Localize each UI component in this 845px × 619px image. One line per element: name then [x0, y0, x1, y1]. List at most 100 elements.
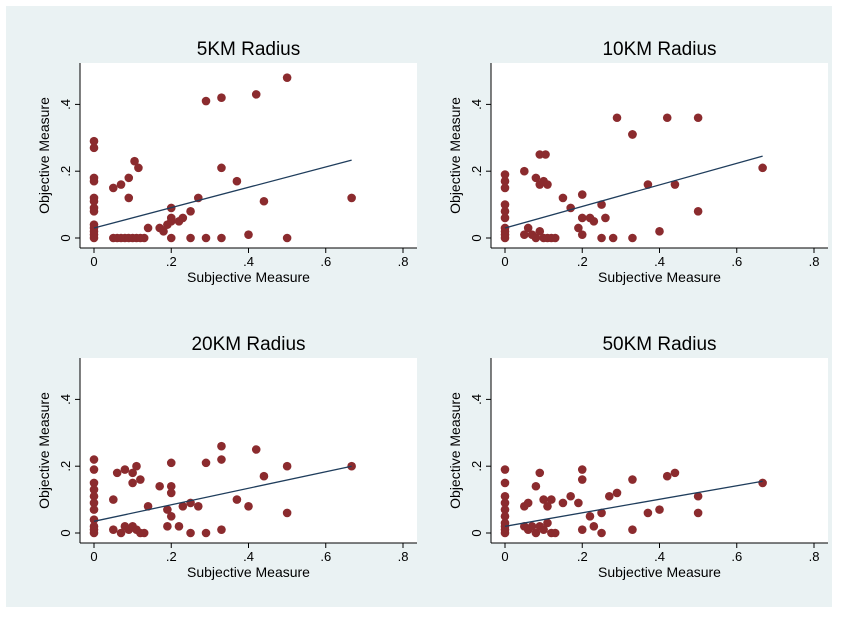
data-point [500, 512, 510, 521]
data-point [282, 73, 292, 82]
data-point [166, 481, 176, 491]
data-point [500, 498, 510, 508]
data-point [608, 233, 618, 243]
data-point [134, 163, 143, 173]
data-point [259, 471, 269, 481]
data-point [543, 501, 552, 511]
data-point [166, 233, 176, 243]
x-tick-label: .8 [398, 254, 409, 269]
data-point [500, 213, 510, 223]
data-point [539, 525, 548, 534]
data-point [89, 136, 99, 146]
data-point [758, 478, 767, 488]
data-point [116, 180, 126, 189]
data-point [124, 193, 134, 203]
data-point [166, 458, 176, 468]
data-point [604, 491, 614, 501]
data-point [89, 498, 99, 508]
x-tick-label: .2 [166, 254, 177, 269]
data-point [89, 491, 99, 501]
data-point [531, 481, 541, 491]
x-tick-label: .8 [809, 549, 820, 564]
data-point [128, 478, 137, 488]
figure-background: 5KM Radius 0.2.4.6.8 0.2.4 Subjective Measu… [6, 6, 832, 607]
data-point [109, 183, 118, 193]
data-point [500, 200, 510, 209]
plot-area [80, 63, 417, 248]
data-point [112, 468, 122, 478]
data-point [251, 445, 261, 454]
data-point [201, 233, 211, 243]
data-point [531, 528, 541, 538]
data-point [541, 150, 550, 159]
data-point [89, 233, 99, 243]
data-point [500, 505, 510, 514]
data-point [120, 465, 130, 474]
data-point [693, 508, 703, 518]
y-tick-label: .2 [58, 461, 73, 472]
x-tick-label: .2 [577, 549, 588, 564]
fit-line [93, 465, 352, 522]
data-point [628, 233, 637, 243]
data-point [178, 213, 188, 223]
data-point [347, 193, 356, 203]
data-point [124, 173, 134, 183]
data-point [520, 166, 529, 176]
data-point [643, 180, 653, 189]
data-point [577, 525, 587, 534]
x-axis-label: Subjective Measure [187, 269, 310, 285]
y-tick-label: .2 [469, 166, 484, 177]
x-tick-label: 0 [501, 549, 508, 564]
data-point [186, 206, 195, 216]
data-point [259, 196, 269, 206]
data-point [89, 176, 99, 186]
data-point [577, 213, 587, 223]
data-point [535, 227, 545, 236]
data-point [159, 227, 168, 236]
data-point [597, 200, 606, 209]
data-point [500, 478, 510, 488]
data-point [201, 96, 211, 106]
x-axis-label: Subjective Measure [187, 564, 310, 580]
data-point [523, 498, 533, 508]
data-point [500, 233, 510, 243]
data-point [670, 180, 680, 189]
x-tick-label: .2 [166, 549, 177, 564]
data-point [500, 170, 510, 179]
data-point [543, 180, 552, 189]
data-point [232, 495, 242, 504]
data-point [589, 522, 599, 531]
data-point [201, 458, 211, 468]
data-point [178, 501, 188, 511]
data-point [166, 512, 176, 521]
data-point [500, 528, 510, 538]
data-point [655, 505, 664, 514]
data-point [217, 525, 226, 534]
data-point [139, 233, 149, 243]
x-axis-label: Subjective Measure [598, 564, 721, 580]
data-point [174, 522, 184, 531]
x-tick-label: .4 [654, 549, 665, 564]
data-point [186, 528, 195, 538]
plot-area [80, 358, 417, 543]
data-point [558, 193, 568, 203]
panel-title: 10KM Radius [602, 39, 716, 60]
data-point [217, 93, 226, 103]
panel-title: 5KM Radius [197, 39, 301, 60]
data-point [655, 227, 664, 236]
data-point [589, 217, 599, 226]
data-point [232, 176, 242, 186]
x-tick-label: .8 [809, 254, 820, 269]
data-point [628, 475, 637, 484]
data-point [143, 223, 153, 233]
data-point [251, 90, 261, 99]
data-point [500, 491, 510, 501]
x-tick-label: .6 [320, 549, 331, 564]
data-point [163, 505, 172, 514]
x-tick-label: 0 [90, 549, 97, 564]
data-point [89, 206, 99, 216]
